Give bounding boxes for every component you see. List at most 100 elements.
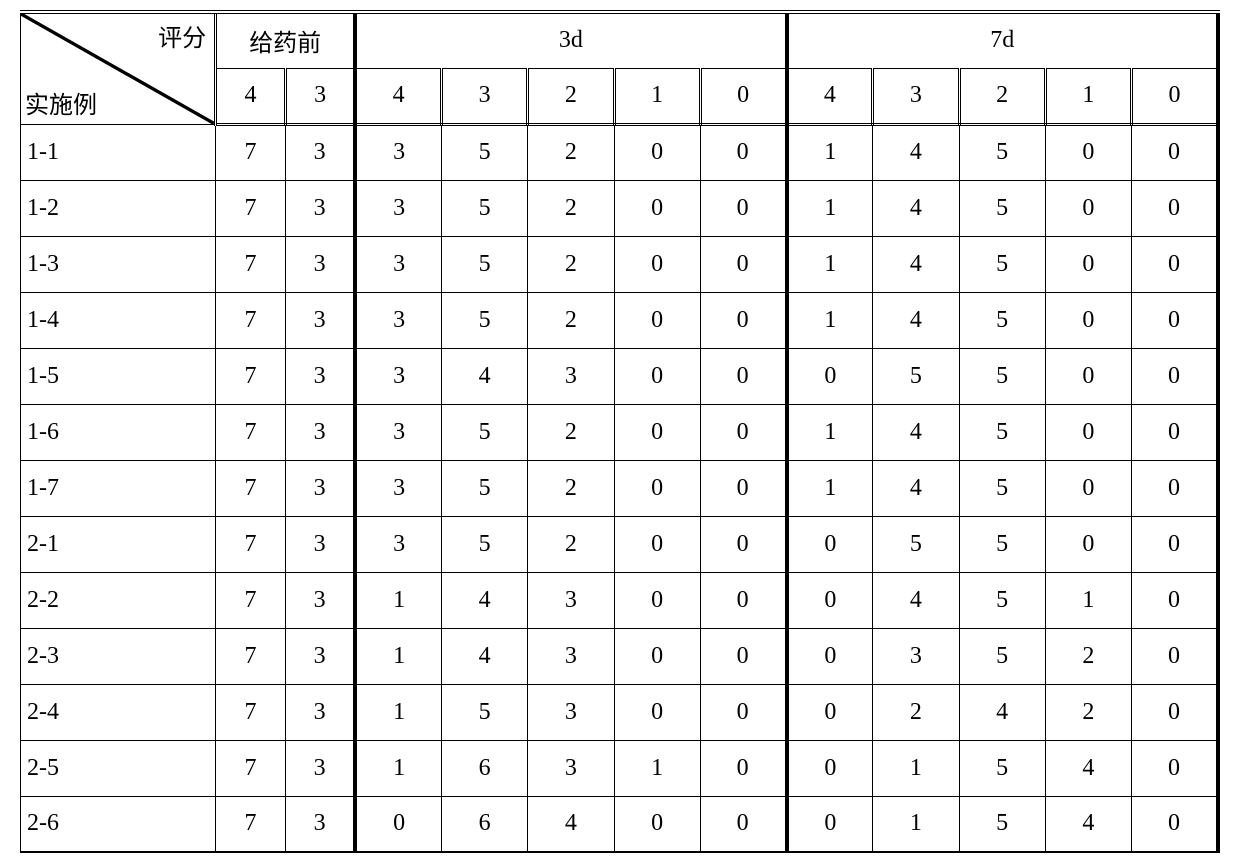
table-row: 2-3731430003520 (21, 628, 1219, 684)
row-label: 1-4 (21, 292, 216, 348)
cell: 1 (787, 404, 873, 460)
cell: 3 (355, 516, 441, 572)
cell: 3 (528, 684, 614, 740)
cell: 7 (216, 796, 286, 852)
cell: 0 (1132, 460, 1218, 516)
cell: 3 (528, 628, 614, 684)
cell: 4 (873, 124, 959, 180)
cell: 1 (787, 180, 873, 236)
cell: 3 (355, 180, 441, 236)
row-label: 1-1 (21, 124, 216, 180)
subheader: 2 (528, 68, 614, 124)
cell: 0 (1045, 460, 1131, 516)
cell: 0 (700, 348, 786, 404)
cell: 4 (873, 572, 959, 628)
cell: 7 (216, 404, 286, 460)
table-row: 1-5733430005500 (21, 348, 1219, 404)
cell: 0 (614, 348, 700, 404)
cell: 4 (873, 460, 959, 516)
cell: 3 (285, 796, 355, 852)
subheader: 4 (355, 68, 441, 124)
group-header-3d: 3d (355, 12, 786, 68)
table-row: 1-3733520014500 (21, 236, 1219, 292)
cell: 0 (700, 796, 786, 852)
corner-top-right-label: 评分 (158, 18, 206, 53)
row-label: 1-2 (21, 180, 216, 236)
cell: 3 (355, 236, 441, 292)
cell: 0 (614, 404, 700, 460)
cell: 5 (442, 684, 528, 740)
row-label: 2-4 (21, 684, 216, 740)
cell: 1 (873, 740, 959, 796)
cell: 2 (528, 460, 614, 516)
cell: 0 (1045, 180, 1131, 236)
cell: 2 (1045, 628, 1131, 684)
cell: 0 (614, 516, 700, 572)
cell: 0 (1132, 516, 1218, 572)
table-row: 2-5731631001540 (21, 740, 1219, 796)
cell: 0 (700, 740, 786, 796)
cell: 1 (355, 572, 441, 628)
cell: 0 (787, 628, 873, 684)
cell: 6 (442, 740, 528, 796)
cell: 0 (614, 572, 700, 628)
cell: 5 (959, 404, 1045, 460)
cell: 0 (787, 572, 873, 628)
row-label: 1-6 (21, 404, 216, 460)
cell: 7 (216, 180, 286, 236)
cell: 5 (873, 516, 959, 572)
subheader: 0 (700, 68, 786, 124)
row-label: 1-7 (21, 460, 216, 516)
subheader: 4 (787, 68, 873, 124)
cell: 0 (700, 460, 786, 516)
row-label: 2-5 (21, 740, 216, 796)
cell: 6 (442, 796, 528, 852)
cell: 3 (355, 292, 441, 348)
cell: 1 (787, 236, 873, 292)
cell: 7 (216, 516, 286, 572)
cell: 5 (442, 236, 528, 292)
cell: 0 (1132, 572, 1218, 628)
cell: 7 (216, 236, 286, 292)
cell: 4 (873, 292, 959, 348)
cell: 3 (873, 628, 959, 684)
cell: 0 (1045, 516, 1131, 572)
cell: 3 (285, 292, 355, 348)
table-row: 1-4733520014500 (21, 292, 1219, 348)
cell: 5 (959, 348, 1045, 404)
cell: 0 (1132, 628, 1218, 684)
cell: 0 (787, 516, 873, 572)
cell: 0 (1132, 404, 1218, 460)
subheader: 2 (959, 68, 1045, 124)
cell: 4 (873, 180, 959, 236)
cell: 3 (285, 572, 355, 628)
cell: 0 (1132, 236, 1218, 292)
group-header-pre: 给药前 (216, 12, 356, 68)
table-row: 2-2731430004510 (21, 572, 1219, 628)
table-row: 2-1733520005500 (21, 516, 1219, 572)
cell: 7 (216, 460, 286, 516)
cell: 7 (216, 292, 286, 348)
cell: 5 (959, 628, 1045, 684)
cell: 5 (959, 180, 1045, 236)
cell: 1 (355, 684, 441, 740)
cell: 5 (442, 124, 528, 180)
table-row: 2-6730640001540 (21, 796, 1219, 852)
cell: 4 (1045, 796, 1131, 852)
cell: 0 (787, 740, 873, 796)
cell: 0 (700, 180, 786, 236)
cell: 5 (959, 516, 1045, 572)
cell: 0 (1132, 124, 1218, 180)
cell: 3 (528, 572, 614, 628)
cell: 2 (528, 292, 614, 348)
cell: 3 (285, 516, 355, 572)
subheader: 1 (614, 68, 700, 124)
cell: 3 (285, 684, 355, 740)
subheader: 3 (285, 68, 355, 124)
cell: 0 (700, 516, 786, 572)
row-label: 2-3 (21, 628, 216, 684)
subheader: 4 (216, 68, 286, 124)
cell: 0 (700, 628, 786, 684)
cell: 7 (216, 628, 286, 684)
cell: 0 (614, 292, 700, 348)
